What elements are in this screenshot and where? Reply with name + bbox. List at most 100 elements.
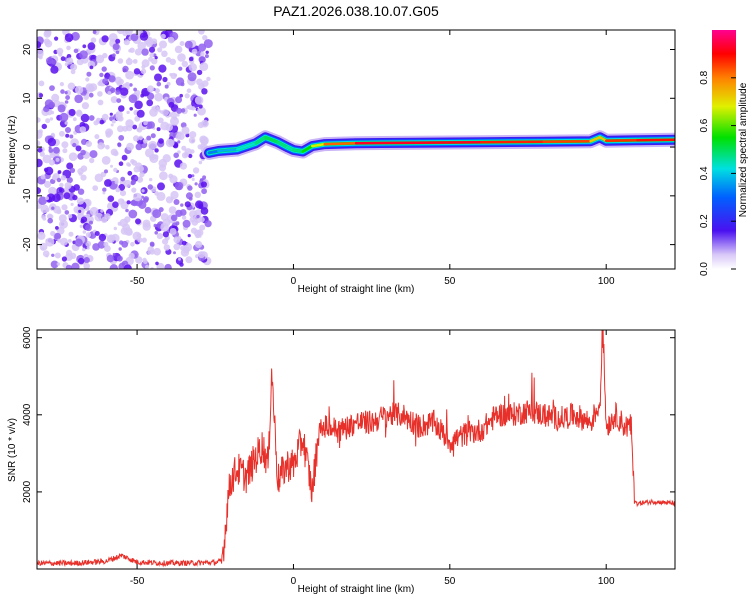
noise-blob [202,175,207,180]
noise-blob [157,47,163,53]
colorbar-tick-label: 0.8 [699,70,710,84]
noise-blob [86,71,92,77]
noise-blob [115,50,120,55]
noise-blob [83,257,90,264]
noise-blob [186,105,190,110]
noise-blob [162,218,171,227]
noise-blob [175,257,184,265]
noise-blob [198,30,205,35]
noise-blob [74,238,83,247]
noise-blob [124,227,133,236]
noise-blob [191,48,198,55]
noise-blob [133,68,141,75]
noise-blob [54,36,59,41]
y-tick-label: -10 [22,188,33,203]
noise-blob [51,206,55,210]
noise-blob [89,206,99,216]
noise-blob [156,233,163,240]
noise-blob [184,152,189,158]
noise-blob [51,132,55,137]
noise-blob [56,262,61,266]
noise-blob [154,231,158,235]
noise-blob [37,117,41,123]
noise-blob [115,114,122,121]
noise-blob [178,66,183,71]
noise-blob [170,190,179,200]
noise-blob [94,231,100,236]
noise-blob [52,174,58,181]
noise-blob [72,194,78,201]
noise-blob [158,164,167,172]
noise-blob [120,201,129,210]
noise-blob [119,190,127,197]
noise-blob [154,73,162,82]
noise-blob [174,181,184,191]
noise-blob [181,240,187,246]
noise-blob [82,44,87,49]
noise-blob [185,133,190,138]
noise-blob [92,30,97,34]
noise-blob [103,241,109,247]
noise-blob [160,33,166,39]
noise-blob [64,210,70,215]
noise-blob [130,200,136,206]
noise-blob [83,90,87,95]
noise-blob [186,88,192,93]
noise-blob [148,46,156,53]
frequency-ridge [202,130,675,160]
noise-blob [140,195,145,199]
noise-blob [88,92,94,98]
noise-blob [117,221,122,226]
noise-blob [129,83,133,87]
noise-blob [156,81,162,87]
y-tick-label: 20 [22,44,33,56]
ridge-core-segment [604,138,639,142]
noise-blob [79,121,86,128]
noise-blob [44,180,51,188]
noise-blob [107,195,115,202]
noise-blob [197,43,207,52]
noise-blob [126,142,134,151]
noise-blob [85,140,92,147]
noise-blob [43,167,49,172]
noise-region [37,30,213,269]
noise-blob [142,219,151,228]
ridge-core-segment [479,140,545,144]
noise-blob [147,85,154,93]
noise-blob [37,231,46,240]
noise-blob [80,174,87,181]
noise-blob [119,218,128,228]
noise-blob [118,161,124,166]
noise-blob [41,123,47,130]
noise-blob [191,177,195,181]
noise-blob [159,40,167,49]
noise-blob [42,154,52,164]
noise-blob [181,145,187,151]
noise-blob [67,82,76,90]
noise-blob [188,63,197,72]
noise-blob [179,41,185,46]
noise-blob [48,159,55,166]
noise-blob [80,149,86,156]
noise-blob [104,179,112,187]
noise-blob [198,160,203,165]
noise-blob [81,102,89,110]
noise-blob [177,150,181,154]
noise-blob [80,113,90,123]
noise-blob [99,119,105,125]
noise-blob [192,167,200,174]
noise-blob [105,144,110,150]
noise-blob [60,175,67,181]
noise-blob [200,51,205,57]
noise-blob [193,113,197,117]
noise-blob [125,58,133,66]
noise-blob [196,214,200,219]
noise-blob [150,133,156,139]
noise-blob [125,82,130,87]
noise-blob [131,160,138,166]
noise-blob [173,251,176,255]
noise-blob [136,109,145,118]
noise-blob [169,175,178,184]
noise-blob [70,63,78,71]
noise-blob [61,204,68,211]
